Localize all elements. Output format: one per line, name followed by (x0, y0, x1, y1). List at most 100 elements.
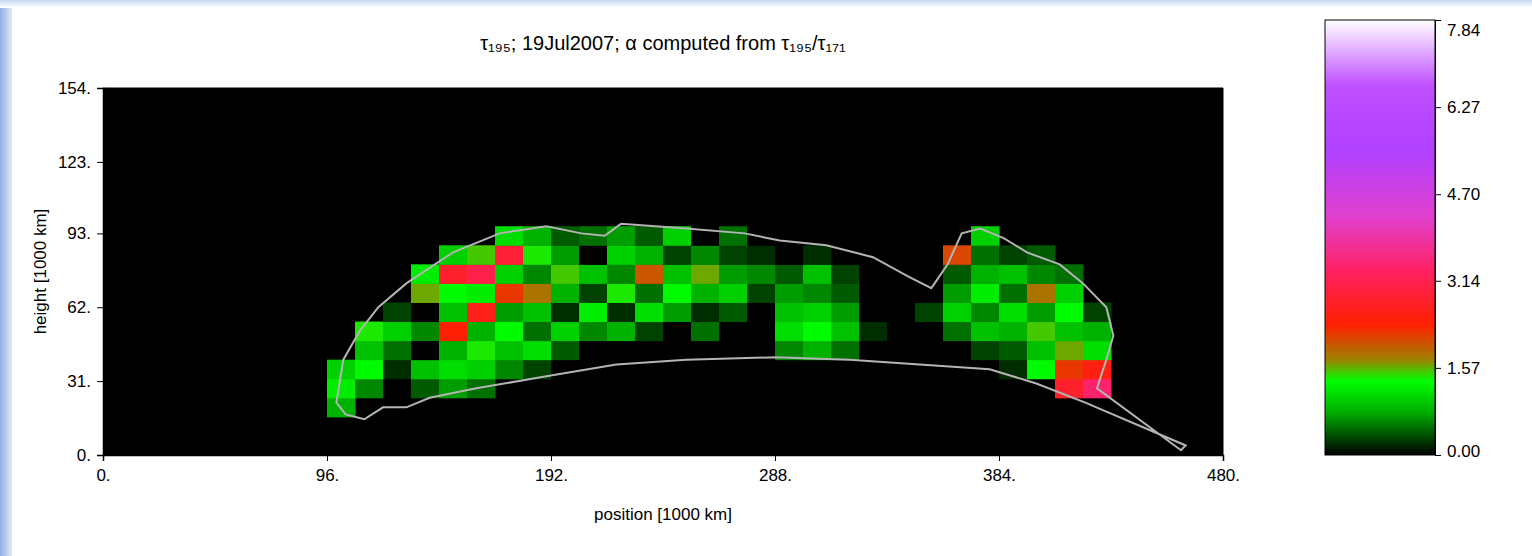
heatmap-cell (635, 226, 664, 246)
heatmap-cell (439, 322, 468, 342)
tick-mark (1435, 281, 1441, 282)
heatmap-cell (1055, 283, 1084, 303)
tick-label: 6.27 (1447, 98, 1480, 117)
heatmap-cell (439, 283, 468, 303)
tick: 0. (96, 455, 110, 485)
heatmap-cell (635, 341, 664, 361)
heatmap-cell (495, 226, 524, 246)
heatmap-cell (719, 322, 748, 342)
tick-mark (775, 455, 776, 461)
tick-mark (1435, 194, 1441, 195)
heatmap-cell (803, 283, 832, 303)
tick-label: 0.00 (1447, 442, 1480, 461)
heatmap-cell (1027, 322, 1056, 342)
heatmap-cell (495, 302, 524, 322)
heatmap-cell (327, 379, 356, 399)
tick: 0.00 (1435, 442, 1480, 461)
tick-mark (97, 307, 103, 308)
colorbar (1325, 20, 1435, 455)
heatmap-cell (383, 341, 412, 361)
tick-label: 123. (58, 153, 91, 172)
heatmap-cell (467, 360, 496, 380)
heatmap-cell (523, 341, 552, 361)
y-axis-title: height [1000 km] (31, 209, 50, 335)
heatmap-cell (1083, 360, 1112, 380)
heatmap-cell (775, 322, 804, 342)
tick: 96. (316, 455, 340, 485)
tick-label: 3.14 (1447, 272, 1480, 291)
tick-label: 62. (67, 298, 91, 317)
heatmap-cell (971, 264, 1000, 284)
heatmap-cell (1055, 341, 1084, 361)
heatmap-cell (495, 341, 524, 361)
heatmap-cell (523, 264, 552, 284)
tick: 192. (535, 455, 568, 485)
chart: 0.96.192.288.384.480.0.31.62.93.123.154.… (0, 0, 1532, 556)
heatmap-cell (859, 264, 888, 284)
heatmap-cell (383, 322, 412, 342)
y-axis: 0. 31. 62. 93. 123. 154. (58, 79, 104, 465)
heatmap-cell (971, 302, 1000, 322)
heatmap-cell (971, 322, 1000, 342)
heatmap-cell (411, 360, 440, 380)
heatmap-cell (747, 283, 776, 303)
heatmap-cell (607, 245, 636, 265)
tick-label: 7.84 (1447, 21, 1480, 40)
tick: 1.57 (1435, 359, 1480, 378)
tick-mark (97, 233, 103, 234)
heatmap-cell (383, 360, 412, 380)
tick-label: 192. (535, 466, 568, 485)
heatmap-cell (551, 341, 580, 361)
tick-label: 384. (983, 466, 1016, 485)
heatmap-cell (999, 341, 1028, 361)
heatmap-cell (607, 226, 636, 246)
tick: 62. (67, 298, 103, 317)
heatmap-cell (719, 264, 748, 284)
heatmap-cell (719, 245, 748, 265)
tick: 7.84 (1435, 21, 1480, 40)
heatmap-cell (495, 322, 524, 342)
heatmap-cell (859, 283, 888, 303)
heatmap-cell (355, 379, 384, 399)
heatmap-cell (943, 245, 972, 265)
tick-label: 4.70 (1447, 185, 1480, 204)
heatmap-cell (663, 302, 692, 322)
heatmap-cell (467, 264, 496, 284)
heatmap-cell (467, 322, 496, 342)
heatmap-cell (1055, 322, 1084, 342)
plot-frame (1223, 88, 1224, 455)
heatmap-cell (523, 283, 552, 303)
region-outline (336, 224, 1185, 450)
heatmap-cell (663, 264, 692, 284)
tick-label: 154. (58, 79, 91, 98)
heatmap-cell (943, 322, 972, 342)
heatmap-cell (1055, 360, 1084, 380)
axis-line (1436, 21, 1442, 456)
heatmap-cell (691, 264, 720, 284)
heatmap-cell (999, 264, 1028, 284)
axis-line (104, 456, 1224, 462)
heatmap-cell (663, 341, 692, 361)
heatmap-cell (719, 283, 748, 303)
tick-label: 480. (1207, 466, 1240, 485)
heatmap-cell (551, 360, 580, 380)
tick: 31. (67, 372, 103, 391)
heatmap-cell (691, 322, 720, 342)
heatmap-cell (719, 302, 748, 322)
heatmap-cell (607, 302, 636, 322)
heatmap-cell (831, 322, 860, 342)
heatmap-cell (1027, 360, 1056, 380)
heatmap-cell (467, 283, 496, 303)
tick-label: 0. (77, 446, 91, 465)
tick: 93. (67, 224, 103, 243)
heatmap-cell (775, 302, 804, 322)
tick: 4.70 (1435, 185, 1480, 204)
heatmap-cell (495, 283, 524, 303)
heatmap-cell (495, 264, 524, 284)
heatmap-cell (411, 341, 440, 361)
heatmap-cell (747, 322, 776, 342)
heatmap-cell (887, 341, 916, 361)
tick-mark (1435, 20, 1441, 21)
heatmap-cell (803, 302, 832, 322)
tick-mark (1223, 455, 1224, 461)
